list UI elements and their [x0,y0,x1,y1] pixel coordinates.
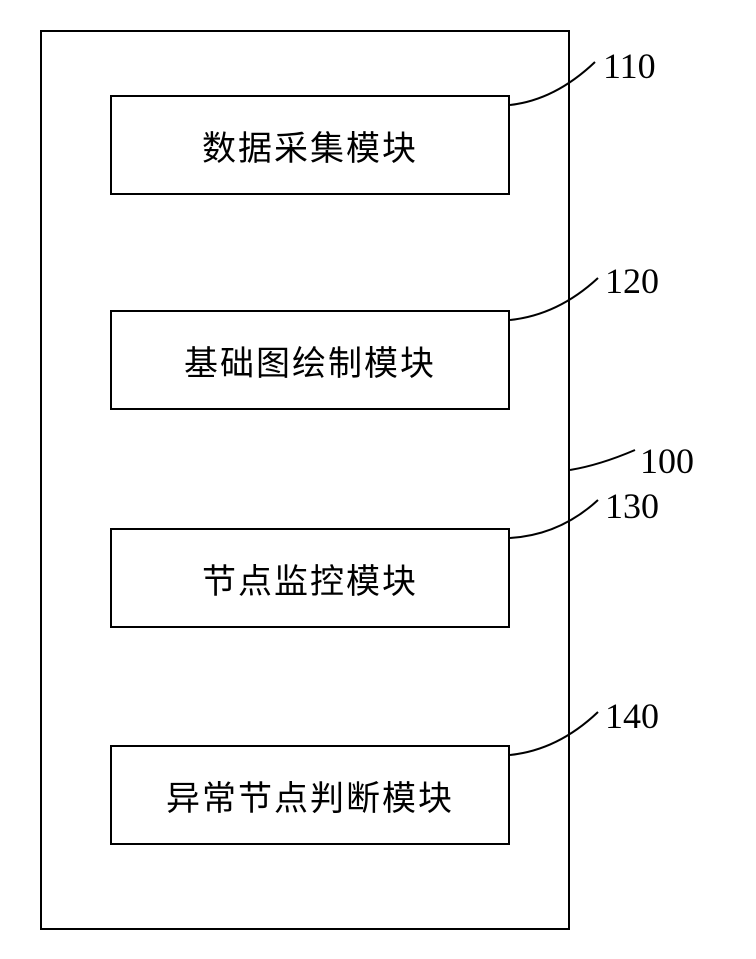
ref-140: 140 [605,695,659,737]
leader-140 [0,0,756,959]
